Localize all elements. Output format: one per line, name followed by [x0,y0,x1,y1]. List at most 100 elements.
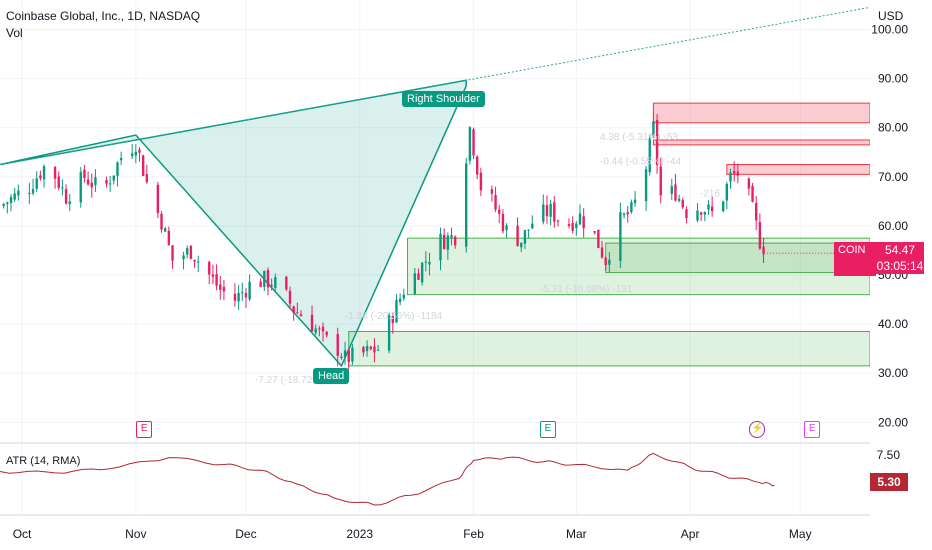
measurement-label: -216 [700,188,720,199]
time-tick-label: Apr [681,527,700,541]
candle [472,127,475,160]
candle-body [567,224,571,226]
volume-label: Vol [6,26,23,40]
last-price-badge: 54.47 [876,242,924,258]
candle-body [644,169,648,202]
earnings-icon[interactable]: E [136,421,153,438]
split-icon[interactable]: ⚡ [749,421,766,438]
candle [490,185,494,202]
candle [542,194,545,225]
candle [79,167,82,208]
candle [292,305,295,321]
right-shoulder-label: Right Shoulder [402,91,485,107]
candle-body [450,235,453,238]
candle [424,251,428,272]
demand-zone [406,237,871,296]
earnings-icon[interactable]: E [539,421,556,438]
candle-body [762,246,765,255]
candle [758,213,762,251]
candle [593,230,596,235]
candle-body [197,261,200,263]
candle [670,178,673,201]
candle [439,227,442,271]
candle [241,282,244,302]
candle [417,268,420,280]
candle-body [369,346,372,349]
candle [751,182,754,203]
candle [659,157,662,204]
candle [61,179,64,196]
candle [116,161,119,187]
candle-body [299,314,303,317]
candle [86,171,90,186]
candle-body [340,356,343,358]
candle-body [219,284,222,290]
time-tick-label: Nov [125,527,146,541]
candle [299,310,303,317]
candle-body [215,273,218,286]
candle [219,275,222,300]
candle-body [13,193,16,200]
time-tick-label: May [789,527,812,541]
candle [523,229,527,250]
candle [567,218,571,229]
candle-body [413,273,417,294]
candle [28,182,31,204]
candle [310,305,314,332]
measurements-layer: 4.38 (-5.31%) -53 -0.44 (-0.55%) -44 -216 -… [255,132,720,386]
candle-body [446,235,450,250]
candle-body [64,189,68,204]
candle-body [105,180,108,184]
candle-body [233,293,237,301]
candle-body [182,255,185,260]
earnings-icon[interactable]: E [804,421,821,438]
candle-body [553,202,556,222]
candle [707,200,710,215]
candle [600,240,604,259]
candle-body [193,259,196,262]
candle-body [248,281,251,300]
neckline [0,6,871,166]
demand-zone [348,331,871,367]
candle-body [171,245,174,261]
candle [428,252,431,276]
candle-body [211,274,215,277]
time-tick-label: 2023 [346,527,373,541]
candle [182,251,185,270]
price-tick-label: 40.00 [878,317,908,331]
candle-body [167,230,171,245]
candle-body [659,166,662,196]
candle-body [241,292,244,294]
candle-body [259,281,262,288]
time-axis: Oct Nov Dec 2023 Feb Mar Apr May [13,527,812,541]
price-tick-label: 30.00 [878,366,908,380]
candle-body [266,269,270,288]
candle-body [520,242,523,248]
demand-zone [605,242,871,274]
candle-body [505,225,508,231]
candle [703,211,707,222]
candles-layer [2,113,870,370]
candle-body [222,286,226,292]
measurement-label: -0.44 (-0.55%) -44 [600,157,682,168]
candle-body [365,345,369,352]
candle-body [376,349,380,351]
candle-body [108,183,112,185]
time-tick-label: Oct [13,527,32,541]
supply-zone [652,139,871,146]
candle-body [670,186,673,194]
candle [630,199,633,214]
candle-body [523,230,527,244]
candle-body [501,213,505,232]
candle [729,168,732,189]
candle [35,171,38,192]
candle [655,113,659,174]
candle-body [112,175,115,181]
candle [398,293,402,306]
candle-body [597,229,600,248]
atr-label: ATR (14, RMA) [6,455,81,467]
candle-body [292,306,295,313]
candle-body [17,190,20,196]
candle-body [310,314,314,332]
